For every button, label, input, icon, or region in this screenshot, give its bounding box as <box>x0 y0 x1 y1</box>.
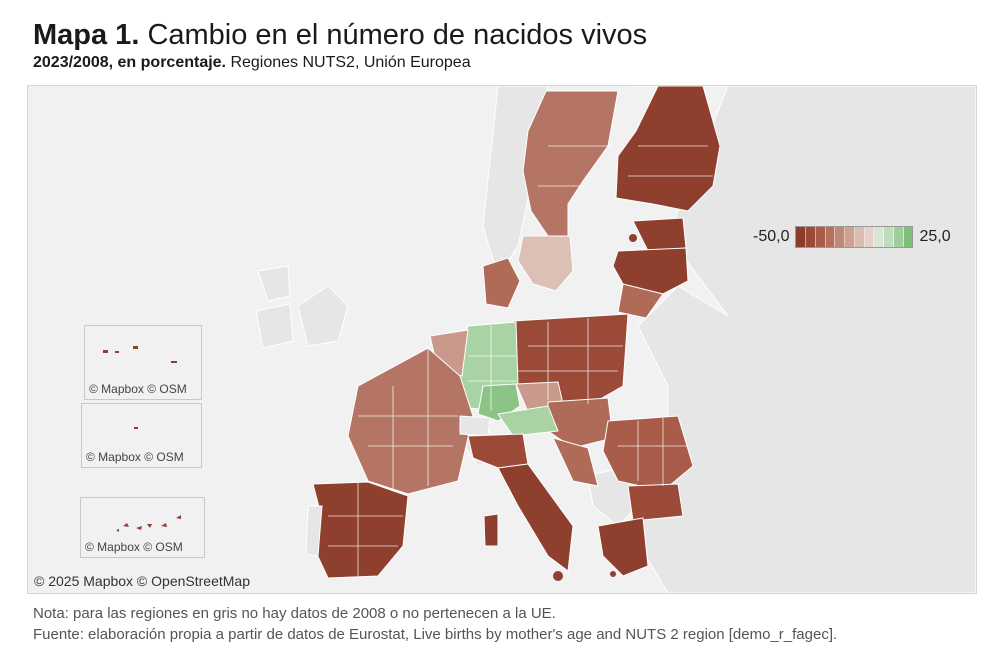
region-italy-south <box>497 463 574 572</box>
inset-attribution: © Mapbox © OSM <box>85 540 183 554</box>
inset-attribution: © Mapbox © OSM <box>89 382 187 396</box>
region-sweden-south <box>517 235 574 292</box>
source-line: Fuente: elaboración propia a partir de d… <box>33 626 838 643</box>
region-balkans <box>552 437 599 487</box>
legend-swatch-10 <box>893 227 904 247</box>
subtitle-bold: 2023/2008, en porcentaje. <box>33 54 226 71</box>
region-greece <box>597 517 649 577</box>
legend-swatch-3 <box>825 227 836 247</box>
legend-swatch-6 <box>854 227 865 247</box>
legend-swatch-0 <box>796 227 807 247</box>
legend-max-label: 25,0 <box>919 228 951 245</box>
legend-swatch-1 <box>806 227 816 247</box>
title-bold: Mapa 1. <box>33 19 140 51</box>
region-switzerland <box>459 415 491 437</box>
legend-swatch-11 <box>903 227 913 247</box>
region-france <box>347 347 474 495</box>
region-bulgaria <box>627 483 684 522</box>
island-regions <box>553 234 637 581</box>
region-sardinia <box>483 513 499 547</box>
region-sweden <box>522 90 619 237</box>
legend-swatch-9 <box>884 227 894 247</box>
region-denmark <box>482 257 521 309</box>
inset-attribution: © Mapbox © OSM <box>86 450 184 464</box>
legend-swatch-5 <box>845 227 855 247</box>
legend-swatch-4 <box>835 227 846 247</box>
legend-swatch-7 <box>864 227 875 247</box>
region-finland <box>615 86 721 212</box>
inset-canarias-map <box>116 515 181 532</box>
legend-swatch-2 <box>815 227 826 247</box>
inset-canarias[interactable]: © Mapbox © OSM <box>80 497 205 558</box>
choropleth-regions[interactable] <box>255 86 721 579</box>
region-borders <box>328 145 713 576</box>
color-legend: -50,0 25,0 <box>753 226 951 248</box>
legend-color-ramp <box>795 226 914 248</box>
region-spain <box>312 481 409 579</box>
inset-azores-map <box>103 346 177 363</box>
title-text: Cambio en el número de nacidos vivos <box>147 19 648 51</box>
region-lithuania <box>617 283 664 319</box>
subtitle-text: Regiones NUTS2, Unión Europea <box>230 54 471 71</box>
region-ireland <box>255 303 294 349</box>
inset-azores[interactable]: © Mapbox © OSM <box>84 325 202 400</box>
chart-subtitle: 2023/2008, en porcentaje. Regiones NUTS2… <box>33 53 471 73</box>
chart-title: Mapa 1. Cambio en el número de nacidos v… <box>33 18 647 52</box>
region-austria <box>497 405 559 437</box>
map-canvas[interactable]: © Mapbox © OSM © Mapbox © OSM © Mapbox ©… <box>27 85 977 594</box>
legend-swatch-8 <box>874 227 885 247</box>
note-line: Nota: para las regiones en gris no hay d… <box>33 605 556 622</box>
map-attribution[interactable]: © 2025 Mapbox © OpenStreetMap <box>34 573 250 589</box>
legend-min-label: -50,0 <box>753 228 790 245</box>
region-estonia <box>632 217 687 252</box>
region-portugal <box>305 505 323 557</box>
inset-madeira[interactable]: © Mapbox © OSM <box>81 403 202 468</box>
inset-madeira-map <box>134 427 138 429</box>
europe-map[interactable] <box>28 86 976 593</box>
